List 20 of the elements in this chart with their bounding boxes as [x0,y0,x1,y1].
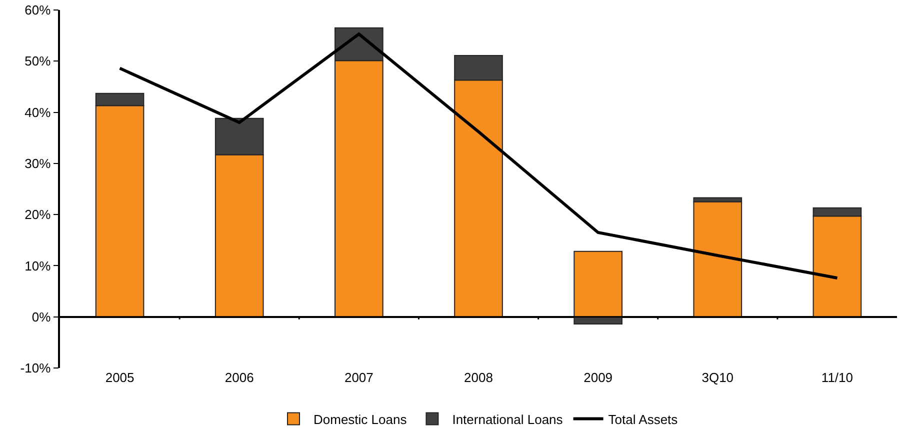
legend-label: International Loans [452,412,564,427]
y-tick-label: 60% [24,2,52,18]
line-series [118,32,839,280]
x-tick-label: 11/10 [821,370,853,385]
x-tick-label: 2005 [105,370,134,385]
y-tick-label: 30% [24,156,52,171]
y-tick-label: 0% [32,309,52,324]
x-tick-label: 2007 [344,370,374,385]
legend-label: Domestic Loans [314,412,408,427]
legend-label: Total Assets [608,412,678,427]
x-tick-label: 2008 [464,370,493,385]
x-tick-label: 3Q10 [702,370,734,385]
y-tick-label: -10% [20,360,52,376]
y-tick-label: 10% [24,258,52,274]
x-tick-label: 2006 [224,370,254,385]
x-tick-label: 2009 [584,370,613,385]
bar [693,201,742,318]
y-tick-label: 40% [24,104,52,120]
y-tick-label: 20% [24,207,52,222]
y-tick-label: 50% [24,54,52,69]
